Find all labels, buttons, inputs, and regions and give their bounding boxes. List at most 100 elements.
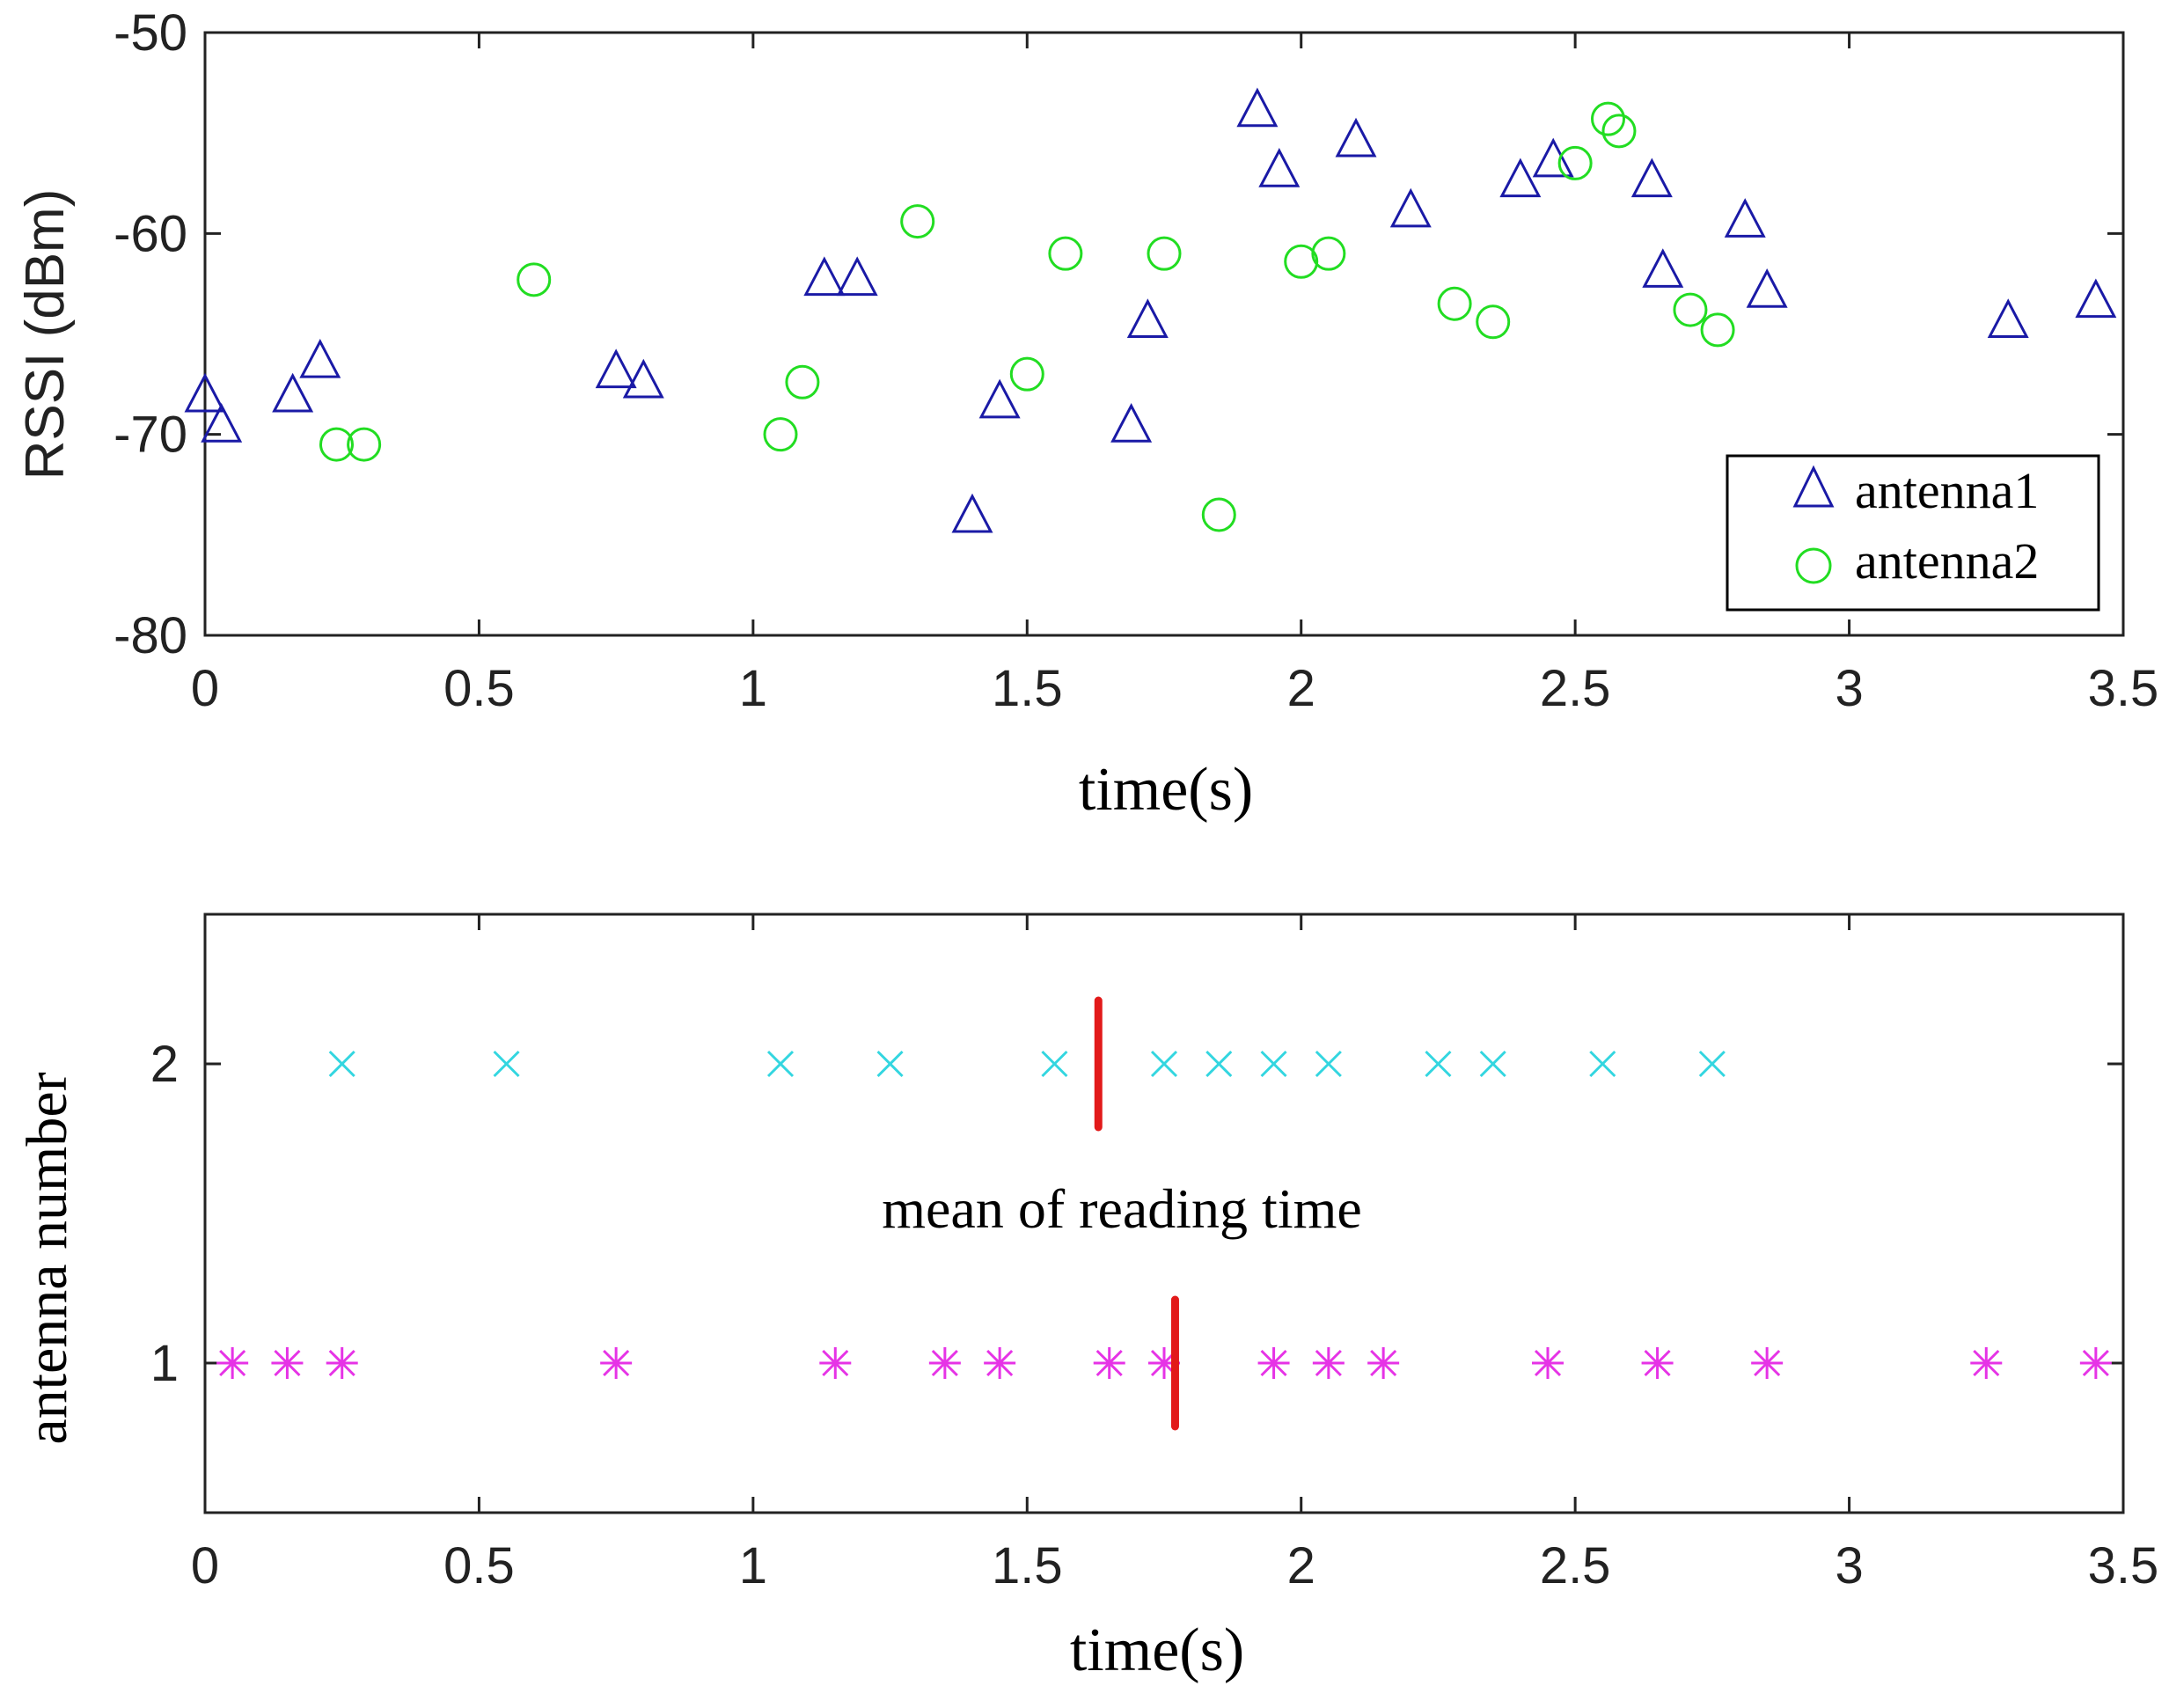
antenna1-triangle-point: [836, 256, 878, 297]
antenna1-triangle-point: [978, 378, 1021, 419]
antenna2-x-mark: [1589, 1050, 1616, 1078]
rssi-x-axis-label: time(s): [1079, 756, 1253, 824]
antenna2-circle-point: [1591, 101, 1626, 136]
rssi-plot-frame: [203, 31, 2125, 637]
antenna2-x-mark: [1425, 1050, 1452, 1078]
antenna1-star-mark: [1970, 1347, 2003, 1379]
antenna2-x-mark: [1260, 1050, 1287, 1078]
antenna2-x-mark: [328, 1050, 355, 1078]
antenna-y-tick-labels: 12: [150, 1036, 179, 1392]
antenna-markers: [216, 996, 2112, 1431]
antenna1-triangle-point: [1258, 148, 1301, 187]
antenna1-star-mark: [271, 1347, 304, 1379]
antenna1-triangle-point: [622, 358, 664, 399]
antenna1-triangle-point: [1335, 117, 1377, 158]
antenna1-star-mark: [1367, 1347, 1400, 1379]
rssi-y-tick-label: -80: [114, 607, 187, 664]
antenna1-triangle-point: [951, 493, 993, 533]
antenna2-circle-point: [1009, 356, 1044, 392]
rssi-legend: antenna1 antenna2: [1726, 454, 2100, 612]
antenna2-circle-point: [1311, 236, 1346, 271]
antenna1-triangle-point: [1110, 403, 1153, 443]
antenna1-star-mark: [600, 1347, 633, 1379]
antenna2-x-mark: [493, 1050, 520, 1078]
antenna-x-tick-label: 0: [191, 1537, 219, 1594]
legend-label-antenna1: antenna1: [1855, 462, 2039, 519]
antenna1-triangle-point: [1236, 87, 1279, 128]
antenna2-circle-point: [319, 427, 354, 462]
antenna-x-tick-labels: 0 0.5 1 1.5 2 2.5 3 3.5: [191, 1537, 2158, 1594]
rssi-x-tick-label: 3: [1835, 660, 1863, 717]
antenna2-circle-point: [900, 204, 935, 239]
antenna1-triangle-point: [272, 372, 314, 413]
antenna1-star-mark: [1641, 1347, 1674, 1379]
antenna2-circle-point: [1147, 236, 1182, 271]
antenna1-triangle-point: [1987, 298, 2029, 339]
antenna1-star-mark: [216, 1347, 249, 1379]
antenna1-triangle-point: [201, 403, 243, 443]
rssi-x-tick-labels: 0 0.5 1 1.5 2 2.5 3 3.5: [191, 660, 2158, 717]
antenna2-x-mark: [1479, 1050, 1506, 1078]
antenna2-x-mark: [1698, 1050, 1726, 1078]
antenna2-circle-point: [1601, 114, 1637, 149]
antenna2-x-mark: [876, 1050, 904, 1078]
legend-box: [1726, 454, 2100, 612]
antenna1-triangle-point: [1630, 158, 1673, 198]
rssi-y-tick-label: -50: [114, 4, 187, 62]
antenna1-triangle-point: [1499, 158, 1542, 198]
antenna2-circle-point: [785, 364, 820, 400]
antenna2-circle-point: [347, 427, 382, 462]
rssi-markers: [184, 87, 2117, 533]
antenna-y-tick-label: 2: [150, 1036, 179, 1093]
antenna-x-tick-label: 2.5: [1540, 1537, 1611, 1594]
legend-label-antenna2: antenna2: [1855, 532, 2039, 590]
rssi-x-tick-label: 1.5: [992, 660, 1063, 717]
rssi-y-tick-labels: -80 -70 -60 -50: [114, 4, 187, 664]
antenna-x-tick-label: 3.5: [2088, 1537, 2159, 1594]
antenna1-triangle-point: [803, 256, 846, 297]
antenna1-triangle-point: [2075, 278, 2117, 319]
antenna-x-axis-label: time(s): [1070, 1616, 1244, 1684]
antenna1-star-mark: [819, 1347, 852, 1379]
rssi-axes: [203, 31, 2125, 637]
antenna-plot-frame: [203, 913, 2125, 1514]
antenna-chart: 0 0.5 1 1.5 2 2.5 3 3.5 12 mean of reading time…: [15, 913, 2158, 1684]
antenna1-triangle-point: [1532, 137, 1574, 178]
rssi-y-tick-label: -70: [114, 407, 187, 464]
antenna2-circle-point: [1437, 286, 1472, 321]
antenna2-circle-point: [1557, 145, 1593, 180]
antenna1-triangle-point: [1389, 187, 1432, 228]
rssi-y-tick-label: -60: [114, 205, 187, 262]
legend-circle-icon: [1795, 547, 1832, 584]
rssi-x-tick-label: 0.5: [443, 660, 515, 717]
legend-triangle-icon: [1792, 465, 1835, 508]
antenna1-star-mark: [326, 1347, 358, 1379]
rssi-y-axis-label: RSSI (dBm): [15, 189, 76, 480]
antenna1-star-mark: [1257, 1347, 1290, 1379]
antenna-x-tick-label: 1: [739, 1537, 767, 1594]
antenna1-star-mark: [1532, 1347, 1564, 1379]
antenna-x-tick-label: 2: [1287, 1537, 1315, 1594]
antenna2-circle-point: [517, 262, 552, 297]
antenna1-star-mark: [1312, 1347, 1345, 1379]
antenna2-x-mark: [1150, 1050, 1178, 1078]
antenna1-star-mark: [2079, 1347, 2112, 1379]
antenna-y-tick-label: 1: [150, 1335, 179, 1392]
antenna2-circle-point: [1048, 236, 1083, 271]
antenna1-star-mark: [1751, 1347, 1784, 1379]
rssi-x-tick-label: 0: [191, 660, 219, 717]
antenna2-x-mark: [1205, 1050, 1233, 1078]
rssi-chart: 0 0.5 1 1.5 2 2.5 3 3.5 -80 -70 -60 -50 time(s) RS…: [15, 4, 2158, 824]
antenna-x-tick-label: 3: [1835, 1537, 1863, 1594]
antenna2-circle-point: [1673, 292, 1708, 327]
antenna1-triangle-point: [1746, 268, 1788, 308]
antenna2-x-mark: [1041, 1050, 1068, 1078]
rssi-x-tick-label: 2: [1287, 660, 1315, 717]
antenna1-triangle-point: [1642, 248, 1684, 288]
antenna1-triangle-point: [184, 372, 226, 413]
antenna2-circle-point: [1284, 244, 1319, 279]
antenna1-triangle-point: [1126, 298, 1169, 339]
antenna1-triangle-point: [299, 338, 341, 378]
antenna1-triangle-point: [1724, 198, 1766, 238]
